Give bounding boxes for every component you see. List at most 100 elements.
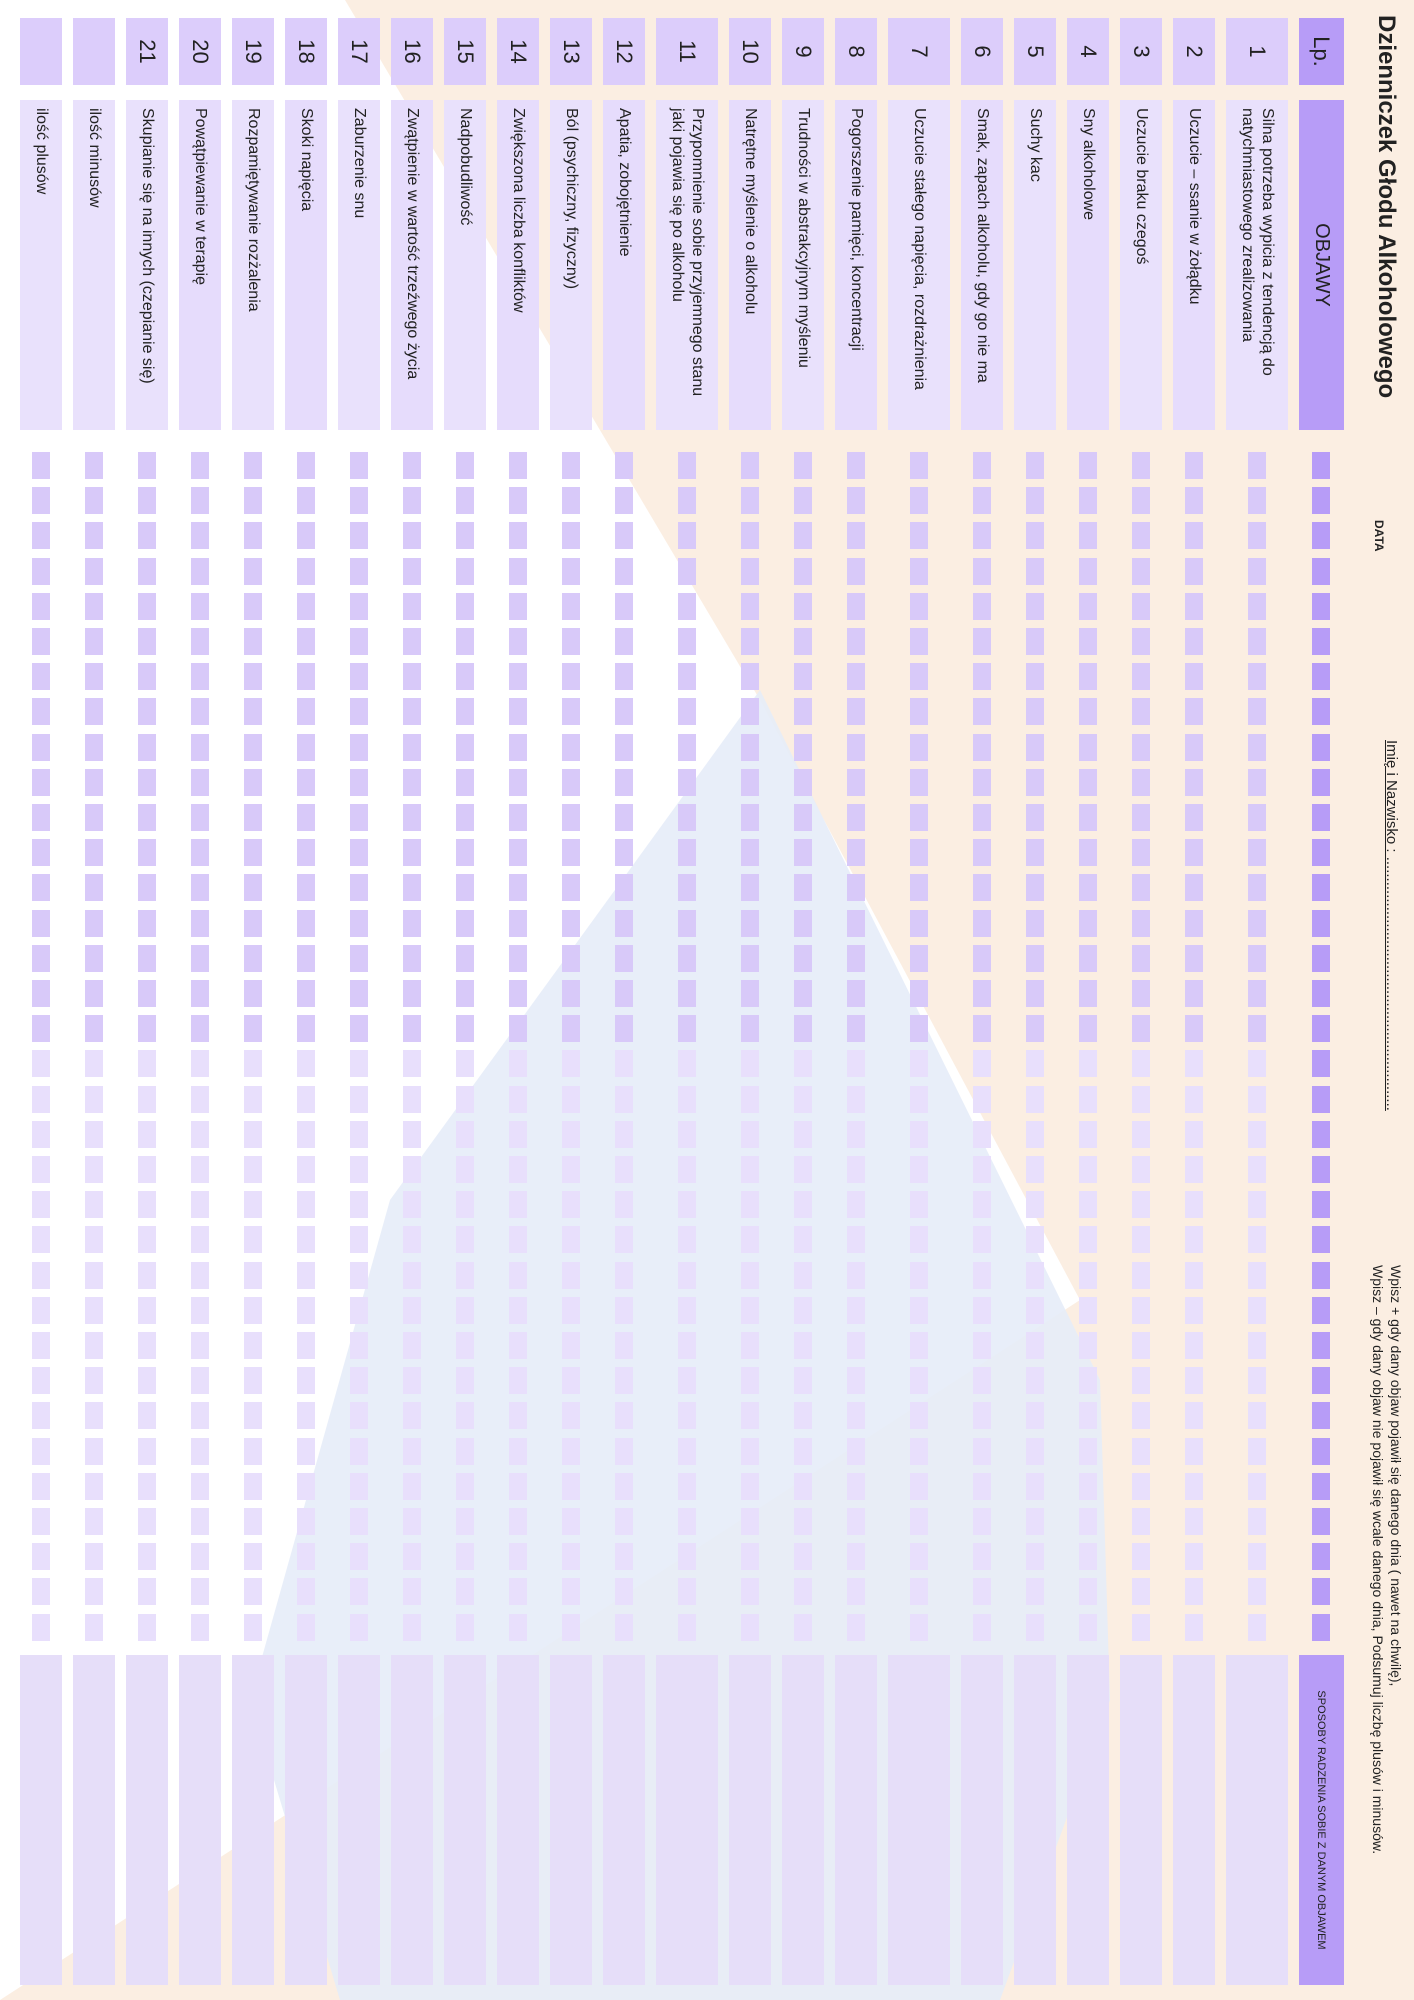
date-cell xyxy=(1248,1050,1266,1078)
date-cell xyxy=(456,1578,474,1606)
row-number: 18 xyxy=(285,18,327,85)
date-cell xyxy=(847,1015,865,1043)
date-cell xyxy=(32,452,50,479)
date-cell xyxy=(1026,804,1044,831)
date-cell xyxy=(615,1296,633,1324)
date-cell xyxy=(615,1613,633,1641)
date-cell xyxy=(847,1261,865,1289)
date-cell xyxy=(456,733,474,761)
date-cell xyxy=(85,592,103,620)
coping-cell xyxy=(232,1655,274,1985)
date-cell xyxy=(509,768,527,796)
date-cell xyxy=(910,663,928,691)
date-cell xyxy=(1312,1472,1331,1500)
date-cell xyxy=(973,1437,991,1465)
coping-cell xyxy=(126,1655,168,1985)
date-cell xyxy=(973,1472,991,1500)
date-cell xyxy=(1132,1367,1150,1395)
date-cell xyxy=(1312,839,1331,867)
date-cell xyxy=(32,1613,50,1641)
symptom: Natrętne myślenie o alkoholu xyxy=(729,100,771,430)
coping-cell xyxy=(1120,1655,1162,1985)
date-cell xyxy=(794,1437,812,1465)
date-cell xyxy=(741,1050,759,1078)
date-cell xyxy=(350,1085,368,1113)
date-cell xyxy=(1185,1332,1203,1359)
date-cell xyxy=(350,733,368,761)
date-cell xyxy=(1026,1402,1044,1430)
date-cell xyxy=(1132,944,1150,972)
date-cell xyxy=(350,1472,368,1500)
date-cell xyxy=(1185,557,1203,585)
date-cell xyxy=(973,1332,991,1359)
summary-label: ilość plusów xyxy=(20,100,62,430)
coping-cell xyxy=(20,1655,62,1985)
date-cell xyxy=(85,522,103,550)
date-cell xyxy=(1185,663,1203,691)
date-cell xyxy=(191,557,209,585)
date-cell xyxy=(973,839,991,867)
date-cell xyxy=(1312,1578,1331,1606)
date-cell xyxy=(191,909,209,937)
date-cell xyxy=(456,768,474,796)
date-cell xyxy=(85,909,103,937)
date-cell xyxy=(1185,980,1203,1007)
date-cell xyxy=(509,452,527,479)
date-cell xyxy=(1079,768,1097,796)
date-cell xyxy=(741,1613,759,1641)
date-cell xyxy=(910,839,928,867)
date-cell xyxy=(910,1578,928,1606)
date-cell xyxy=(244,1296,262,1324)
date-cell xyxy=(350,1543,368,1571)
date-cell xyxy=(32,980,50,1007)
date-cell xyxy=(138,1156,156,1183)
date-cell xyxy=(562,663,580,691)
date-cell xyxy=(244,980,262,1007)
date-cell xyxy=(1026,1332,1044,1359)
date-cell xyxy=(1185,1508,1203,1535)
date-cell xyxy=(85,980,103,1007)
date-cell xyxy=(32,1508,50,1535)
date-cell xyxy=(741,1332,759,1359)
date-cell xyxy=(910,874,928,902)
date-cell xyxy=(1132,1402,1150,1430)
date-cell xyxy=(85,663,103,691)
date-cell xyxy=(509,1613,527,1641)
date-cell xyxy=(456,909,474,937)
date-cell xyxy=(1026,557,1044,585)
date-cell xyxy=(1248,874,1266,902)
date-cell xyxy=(85,1120,103,1148)
date-cell xyxy=(350,1402,368,1430)
date-cell xyxy=(85,804,103,831)
date-cell xyxy=(85,1472,103,1500)
date-cell xyxy=(973,1085,991,1113)
date-cell xyxy=(191,733,209,761)
date-cell xyxy=(615,733,633,761)
symptom-row: 8 Pogorszenie pamięci, koncentracji xyxy=(835,0,877,2000)
date-cell xyxy=(85,1578,103,1606)
date-cell xyxy=(297,1613,315,1641)
date-cell xyxy=(615,522,633,550)
date-cell xyxy=(847,1120,865,1148)
date-cell xyxy=(615,1578,633,1606)
date-cell xyxy=(1185,839,1203,867)
date-cell xyxy=(32,733,50,761)
date-cell xyxy=(794,1508,812,1535)
date-cell xyxy=(1132,698,1150,726)
date-cell xyxy=(138,1296,156,1324)
date-cell xyxy=(403,909,421,937)
date-cell xyxy=(297,1050,315,1078)
date-cell xyxy=(794,1050,812,1078)
date-cell xyxy=(741,733,759,761)
date-cell xyxy=(138,628,156,655)
date-cell xyxy=(794,522,812,550)
date-cell xyxy=(1248,804,1266,831)
date-cell xyxy=(1026,698,1044,726)
coping-cell xyxy=(73,1655,115,1985)
date-cell xyxy=(678,522,696,550)
date-cell xyxy=(847,980,865,1007)
symptom-row: 1 Silna potrzeba wypicia z tendencją do n… xyxy=(1226,0,1288,2000)
date-cell xyxy=(1079,452,1097,479)
date-cell xyxy=(85,839,103,867)
